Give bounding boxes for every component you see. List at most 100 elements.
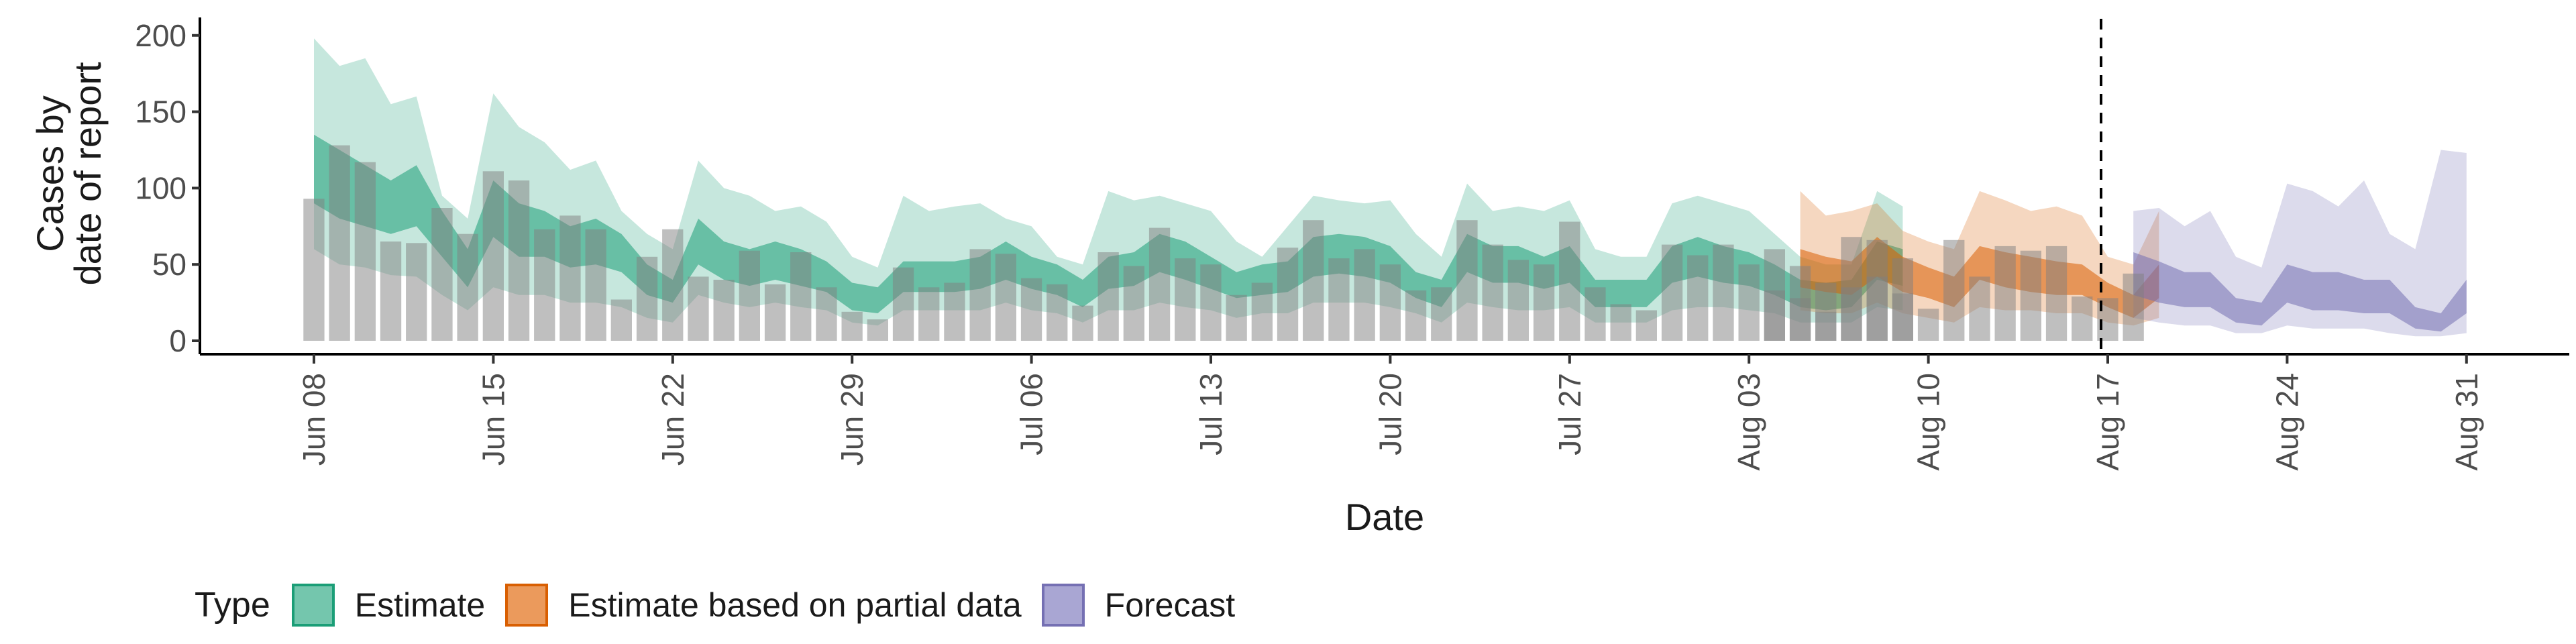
case-bar (636, 256, 658, 341)
y-axis-title-line: date of report (66, 62, 109, 286)
y-tick-label: 200 (135, 18, 186, 53)
case-bar (841, 311, 863, 341)
x-tick-label: Jul 13 (1193, 373, 1228, 455)
legend: Type Estimate Estimate based on partial … (195, 578, 1255, 632)
case-bar (1072, 305, 1093, 341)
case-bar (790, 252, 812, 341)
axes: 0 50 100 150 200 Jun 08 Jun 15 Jun 22 Jun 29 Jul … (135, 17, 2569, 471)
case-bar (482, 171, 504, 341)
legend-item-estimate: Estimate (291, 584, 486, 627)
case-bar (892, 267, 914, 341)
x-tick-label: Jun 22 (655, 373, 690, 466)
legend-title: Type (195, 586, 270, 625)
case-bar (2020, 250, 2041, 341)
case-bar (585, 229, 606, 341)
case-bar (1379, 264, 1401, 341)
case-bar (969, 249, 991, 341)
case-bar (1738, 264, 1760, 341)
case-bar (1456, 220, 1478, 341)
case-bar (1328, 258, 1350, 341)
case-bar (1713, 244, 1734, 341)
case-bar (406, 243, 427, 341)
x-tick-label: Aug 10 (1911, 373, 1946, 471)
case-bar (918, 287, 940, 341)
case-bar (662, 229, 684, 341)
case-bar (508, 180, 530, 341)
legend-key-estimate (291, 584, 335, 627)
case-bar (1789, 266, 1811, 341)
x-tick-label: Aug 24 (2269, 373, 2304, 471)
x-tick-label: Jun 29 (835, 373, 869, 466)
case-bar (610, 299, 632, 341)
case-bar (1610, 304, 1631, 341)
case-bar (457, 233, 478, 341)
case-bar (534, 229, 555, 341)
x-tick-label: Jun 08 (297, 373, 331, 466)
case-bar (354, 162, 376, 341)
case-bar (1661, 244, 1683, 341)
case-bar (764, 284, 786, 341)
y-axis-title: Cases bydate of report (29, 62, 109, 286)
series-2-inner-band (2133, 252, 2467, 332)
legend-item-forecast: Forecast (1041, 584, 1236, 627)
case-bar (2123, 273, 2144, 341)
case-bar (1815, 282, 1837, 341)
case-bar (1507, 260, 1529, 341)
case-bar (329, 145, 350, 341)
y-tick-label: 50 (152, 247, 186, 282)
x-tick-label: Jul 06 (1014, 373, 1049, 455)
case-bar (1994, 246, 2016, 341)
y-tick-label: 150 (135, 95, 186, 129)
x-tick-label: Aug 03 (1731, 373, 1766, 471)
x-tick-label: Aug 17 (2090, 373, 2125, 471)
case-bar (1200, 264, 1222, 341)
case-bar (1969, 276, 1990, 341)
legend-label-forecast: Forecast (1104, 586, 1236, 624)
case-bar (1175, 258, 1196, 341)
case-bar (1020, 278, 1042, 341)
case-bar (1764, 249, 1785, 341)
legend-label-estimate: Estimate (354, 586, 486, 624)
reported-case-bars (303, 145, 2144, 341)
case-bar (995, 254, 1016, 341)
case-bar (1635, 310, 1657, 341)
case-bar (1046, 284, 1068, 341)
case-bar (1226, 294, 1247, 341)
y-tick-label: 100 (135, 170, 186, 205)
y-axis-title-line: Cases by (29, 95, 71, 252)
x-tick-label: Jul 20 (1373, 373, 1407, 455)
case-bar (739, 250, 760, 341)
legend-key-forecast (1041, 584, 1085, 627)
case-bar (1533, 264, 1555, 341)
case-bar (1251, 282, 1273, 341)
case-bar (559, 215, 581, 341)
x-axis-title: Date (1345, 496, 1424, 538)
case-bar (380, 241, 402, 341)
case-bar (1097, 252, 1119, 341)
case-bar (1585, 287, 1606, 341)
case-bar (1354, 249, 1375, 341)
x-tick-label: Jun 15 (476, 373, 511, 466)
case-bar (713, 280, 735, 341)
case-bar (1148, 227, 1171, 341)
case-bar (944, 282, 965, 341)
y-tick-label: 0 (169, 323, 186, 358)
case-bar (2045, 246, 2068, 341)
case-bar (431, 208, 453, 341)
case-bar (2072, 297, 2093, 341)
case-bar (1277, 248, 1299, 341)
legend-label-partial: Estimate based on partial data (568, 586, 1022, 624)
legend-item-partial: Estimate based on partial data (505, 584, 1022, 627)
case-bar (1482, 244, 1503, 341)
case-bar (1303, 220, 1324, 341)
case-bar (1866, 276, 1888, 341)
legend-key-partial (505, 584, 549, 627)
case-bar (1687, 255, 1709, 341)
uncertainty-bands (314, 38, 2467, 337)
x-tick-label: Jul 27 (1552, 373, 1587, 455)
case-bar (1431, 287, 1452, 341)
case-bar (1892, 293, 1913, 341)
x-tick-label: Aug 31 (2449, 373, 2484, 471)
case-bar (303, 199, 325, 341)
